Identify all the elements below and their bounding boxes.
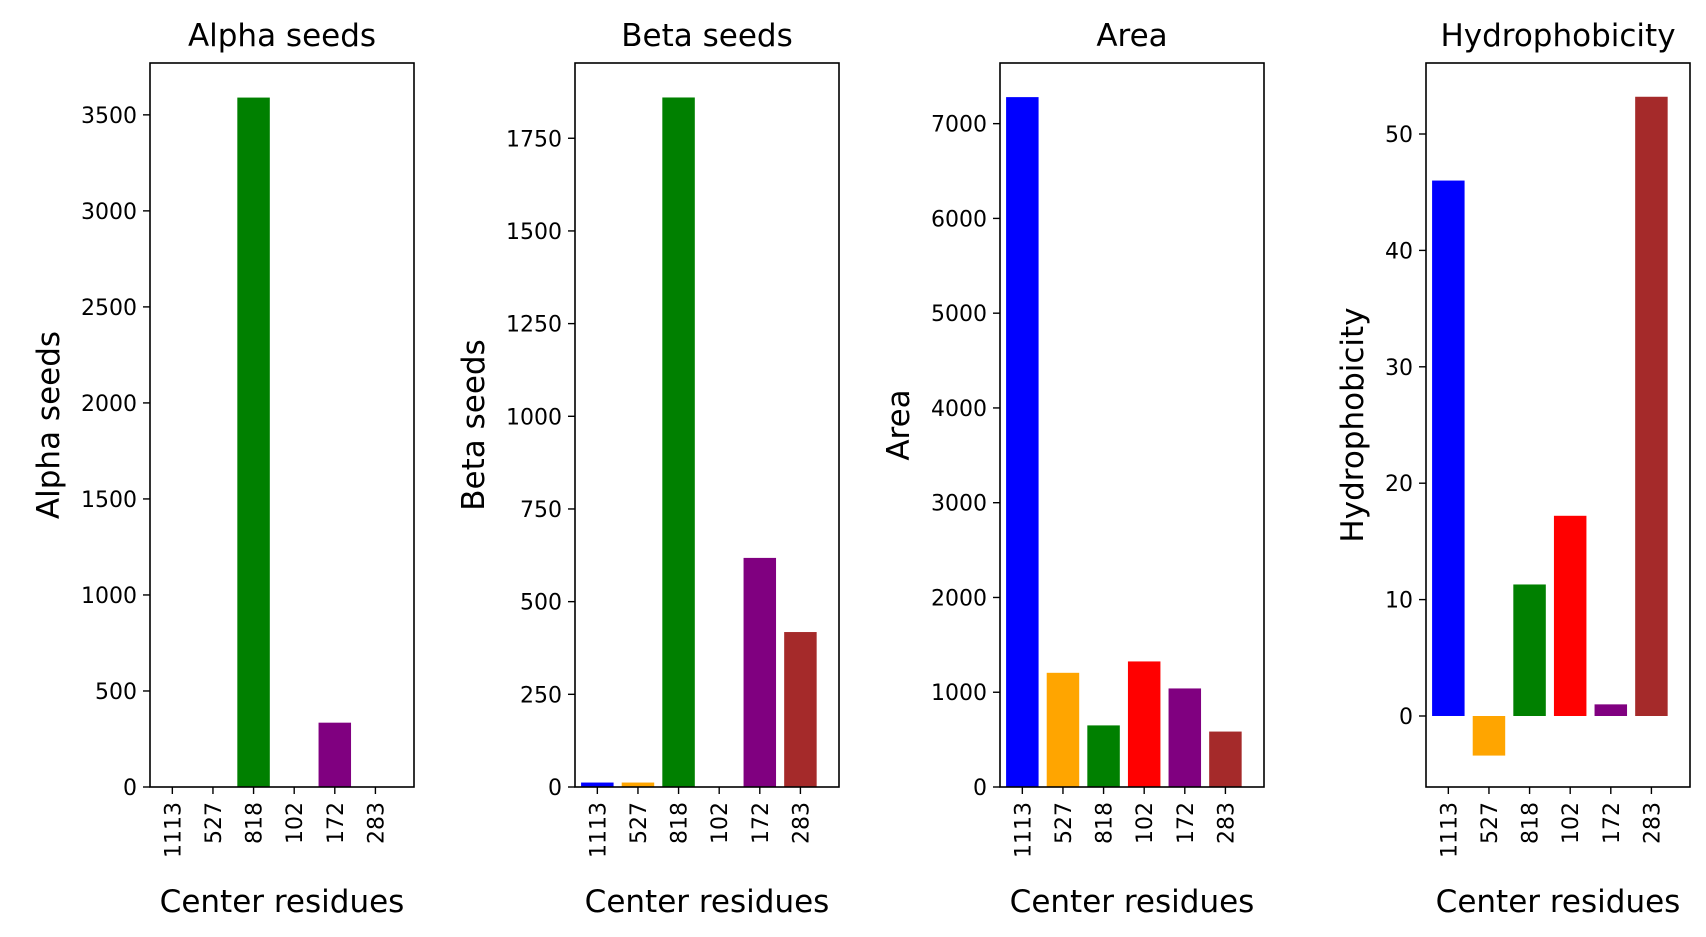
y-tick-label: 2000 [931, 586, 987, 611]
x-tick-label: 172 [324, 802, 349, 844]
x-tick-label: 172 [1174, 802, 1199, 844]
y-tick-label: 2000 [81, 392, 137, 417]
x-tick-label: 818 [1519, 802, 1544, 844]
y-tick-label: 10 [1385, 589, 1413, 614]
y-tick-label: 7000 [931, 113, 987, 138]
y-tick-label: 0 [123, 776, 137, 801]
chart-title: Hydrophobicity [1440, 18, 1675, 54]
x-tick-label: 102 [708, 802, 733, 844]
x-tick-label: 102 [1133, 802, 1158, 844]
axes-frame [149, 62, 415, 788]
y-tick-label: 1000 [506, 405, 562, 430]
x-tick-label: 1113 [586, 802, 611, 858]
bar-102 [1127, 661, 1161, 787]
y-tick-label: 3000 [81, 200, 137, 225]
x-tick-label: 283 [364, 802, 389, 844]
x-tick-label: 172 [1600, 802, 1625, 844]
x-tick-label: 1113 [1011, 802, 1036, 858]
x-axis-label: Center residues [1436, 884, 1681, 920]
x-tick-label: 818 [668, 802, 693, 844]
y-tick-label: 250 [520, 683, 562, 708]
y-tick-label: 30 [1385, 356, 1413, 381]
x-tick-label: 102 [283, 802, 308, 844]
y-axis-label: Hydrophobicity [1335, 307, 1371, 542]
x-tick-label: 818 [1093, 802, 1118, 844]
x-tick-label: 527 [1478, 802, 1503, 844]
bar-172 [1594, 704, 1628, 716]
bar-818 [662, 97, 695, 788]
x-tick-label: 1113 [161, 802, 186, 858]
bar-102 [1553, 515, 1587, 716]
y-tick-label: 1750 [506, 127, 562, 152]
y-tick-label: 1500 [506, 220, 562, 245]
chart-title: Alpha seeds [188, 18, 376, 54]
bar-818 [1087, 725, 1120, 787]
x-tick-label: 527 [1052, 802, 1077, 844]
y-tick-label: 500 [95, 680, 137, 705]
x-axis-label: Center residues [585, 884, 830, 920]
y-tick-label: 20 [1385, 472, 1413, 497]
y-tick-label: 3500 [81, 104, 137, 129]
y-axis-label: Alpha seeds [31, 331, 67, 519]
bar-527 [1472, 716, 1506, 756]
x-axis-label: Center residues [1010, 884, 1255, 920]
y-tick-label: 3000 [931, 492, 987, 517]
y-tick-label: 1000 [81, 584, 137, 609]
x-tick-label: 527 [627, 802, 652, 844]
y-axis-label: Beta seeds [456, 339, 492, 510]
bar-283 [1209, 731, 1242, 787]
x-tick-label: 527 [202, 802, 227, 844]
bar-172 [318, 722, 352, 787]
bar-172 [1168, 688, 1202, 787]
bar-172 [743, 557, 777, 787]
y-tick-label: 50 [1385, 123, 1413, 148]
bar-818 [1513, 584, 1546, 716]
bar-527 [1046, 672, 1080, 787]
x-tick-label: 283 [1640, 802, 1665, 844]
axes-frame [1425, 62, 1691, 788]
y-tick-label: 1500 [81, 488, 137, 513]
subplot-4: 0 10 20 30 40 50 1113 527 818 102 172 283 Hydrophobi… [1335, 18, 1691, 920]
subplot-1: 0 500 1000 1500 2000 2500 3000 3500 1113 527 818 10… [31, 18, 415, 920]
bar-1113 [581, 782, 614, 787]
chart-title: Area [1096, 18, 1167, 54]
y-tick-label: 500 [520, 591, 562, 616]
bar-1113 [1006, 97, 1039, 788]
bar-527 [621, 782, 655, 787]
y-tick-label: 0 [548, 776, 562, 801]
x-tick-label: 818 [243, 802, 268, 844]
axes-frame [999, 62, 1265, 788]
y-tick-label: 0 [1399, 705, 1413, 730]
subplot-2: 0 250 500 750 1000 1250 1500 1750 1113 527 818 102 1… [456, 18, 840, 920]
y-tick-label: 1000 [931, 681, 987, 706]
bar-1113 [1432, 180, 1465, 716]
y-tick-label: 4000 [931, 397, 987, 422]
y-tick-label: 750 [520, 498, 562, 523]
x-tick-label: 102 [1559, 802, 1584, 844]
x-tick-label: 1113 [1437, 802, 1462, 858]
x-axis-label: Center residues [160, 884, 405, 920]
x-tick-label: 172 [749, 802, 774, 844]
bar-283 [784, 632, 817, 787]
x-tick-label: 283 [789, 802, 814, 844]
y-tick-label: 6000 [931, 207, 987, 232]
y-tick-label: 1250 [506, 313, 562, 338]
chart-title: Beta seeds [621, 18, 792, 54]
axes-frame [574, 62, 840, 788]
y-axis-label: Area [881, 389, 917, 460]
bar-818 [237, 97, 270, 787]
subplot-3: 0 1000 2000 3000 4000 5000 6000 7000 1113 527 818 1… [881, 18, 1265, 920]
y-tick-label: 40 [1385, 239, 1413, 264]
y-tick-label: 0 [973, 776, 987, 801]
bar-283 [1635, 96, 1668, 716]
y-tick-label: 5000 [931, 302, 987, 327]
y-tick-label: 2500 [81, 296, 137, 321]
x-tick-label: 283 [1214, 802, 1239, 844]
